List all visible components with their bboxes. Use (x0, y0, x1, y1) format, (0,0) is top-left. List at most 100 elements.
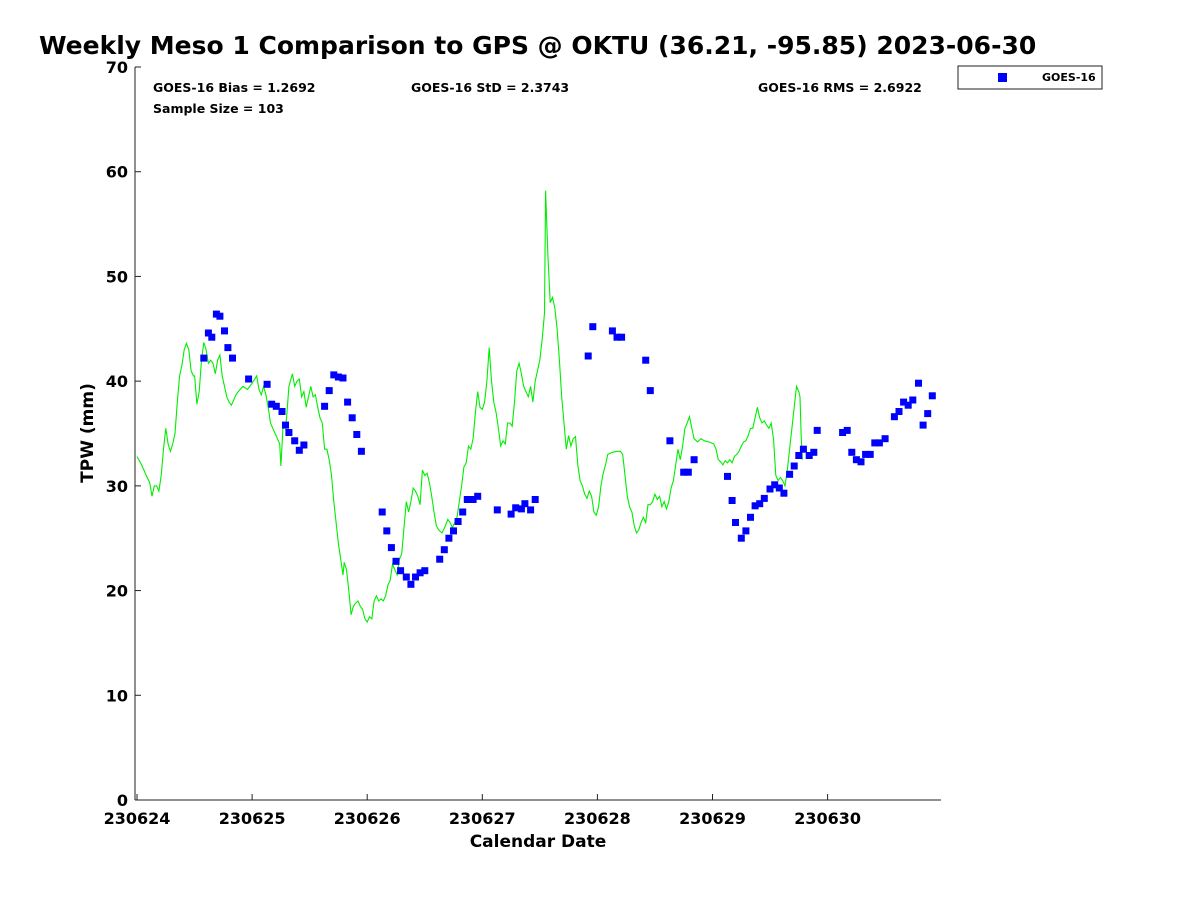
goes-16-point (402, 573, 410, 581)
rms-annotation: GOES-16 RMS = 2.6922 (758, 80, 922, 95)
goes-16-point (909, 396, 917, 404)
gps-line (136, 190, 803, 624)
bias-annotation: GOES-16 Bias = 1.2692 (153, 80, 315, 95)
goes-16-point (221, 327, 228, 335)
goes-16-point (300, 441, 308, 449)
goes-16-point (445, 534, 453, 542)
y-tick-label: 10 (106, 686, 128, 705)
y-axis-ticks: 0 10 20 30 40 50 60 70 (106, 58, 141, 810)
goes-16-point (339, 374, 347, 382)
goes-16-point (527, 506, 535, 514)
goes-16-point (852, 456, 860, 464)
goes-16-point (756, 500, 764, 508)
y-tick-label: 70 (106, 58, 128, 77)
goes-16-point (353, 431, 361, 438)
goes-16-point (751, 502, 759, 510)
x-tick-label: 230626 (334, 809, 401, 828)
plot-background (135, 67, 941, 800)
goes-16-point (862, 450, 870, 458)
y-tick-label: 50 (106, 267, 128, 286)
goes-16-point (387, 544, 395, 552)
goes-16-point (613, 333, 621, 341)
goes-16-point (474, 492, 482, 500)
goes-16-point (881, 435, 889, 443)
chart-title: Weekly Meso 1 Comparison to GPS @ OKTU (… (39, 31, 1036, 60)
goes-16-point (291, 437, 299, 445)
goes-16-point (348, 414, 356, 422)
goes-16-point (392, 557, 400, 565)
x-axis-ticks: 230624 230625 230626 230627 230628 230629 2306… (104, 794, 861, 828)
goes-16-point (397, 567, 405, 575)
goes-16-point (666, 437, 674, 445)
x-tick-label: 230629 (679, 809, 746, 828)
goes-16-point (357, 447, 365, 455)
goes-16-point (584, 352, 592, 360)
goes-16-point (282, 421, 289, 429)
goes-16-point (608, 327, 616, 335)
goes-16-point (895, 408, 903, 415)
goes-16-point (684, 468, 692, 476)
goes-16-point (732, 519, 739, 526)
goes-16-point (454, 518, 462, 525)
goes-16-point (839, 429, 847, 436)
goes-16-series (200, 310, 936, 588)
x-axis-label: Calendar Date (470, 832, 607, 852)
y-axis-label: TPW (mm) (78, 383, 98, 483)
goes-16-point (272, 402, 280, 410)
goes-16-point (295, 446, 303, 454)
goes-16-point (848, 448, 856, 456)
goes-16-point (436, 555, 444, 563)
goes-16-point (493, 506, 501, 514)
y-tick-label: 40 (106, 372, 128, 391)
goes-16-point (334, 373, 342, 381)
goes-16-point (421, 567, 429, 575)
goes-16-point (517, 505, 525, 513)
goes-16-point (512, 504, 520, 512)
legend-box (957, 65, 1103, 90)
goes-16-point (229, 354, 236, 362)
goes-16-point (531, 496, 539, 503)
goes-16-point (843, 426, 851, 434)
goes-16-point (344, 398, 352, 406)
goes-16-point (780, 489, 788, 497)
goes-16-point (805, 452, 813, 459)
goes-16-point (412, 573, 419, 581)
goes-16-point (771, 481, 779, 489)
goes-16-point (875, 439, 883, 447)
goes-16-point (866, 450, 874, 458)
plot-area (134, 67, 941, 801)
goes-16-point (786, 470, 794, 478)
y-tick-label: 0 (117, 791, 128, 810)
goes-16-point (728, 497, 736, 504)
goes-16-point (285, 429, 293, 436)
goes-16-point (459, 508, 467, 516)
goes-16-point (690, 456, 698, 464)
x-tick-label: 230624 (104, 809, 171, 828)
goes-16-point (325, 387, 333, 395)
goes-16-point (857, 458, 865, 466)
goes-16-point (790, 462, 798, 470)
sample-size-annotation: Sample Size = 103 (153, 101, 284, 116)
goes-16-point (642, 356, 650, 364)
x-tick-label: 230628 (564, 809, 631, 828)
goes-16-point (469, 496, 477, 503)
goes-16-point (521, 500, 529, 508)
goes-16-point (742, 527, 750, 535)
goes-16-point (321, 402, 329, 410)
goes-16-point (890, 413, 898, 421)
goes-16-point (416, 569, 424, 577)
legend: GOES-16 (957, 65, 1103, 90)
x-tick-label: 230627 (449, 809, 516, 828)
x-tick-label: 230625 (219, 809, 286, 828)
goes-16-point (871, 439, 879, 447)
goes-16-point (928, 392, 936, 400)
goes-16-point (919, 421, 927, 429)
goes-16-point (589, 323, 597, 331)
legend-marker-square (998, 73, 1007, 82)
goes-16-point (507, 510, 515, 518)
goes-16-point (810, 448, 818, 456)
goes-16-point (724, 472, 731, 480)
goes-16-point (766, 485, 774, 493)
goes-16-point (813, 426, 821, 434)
